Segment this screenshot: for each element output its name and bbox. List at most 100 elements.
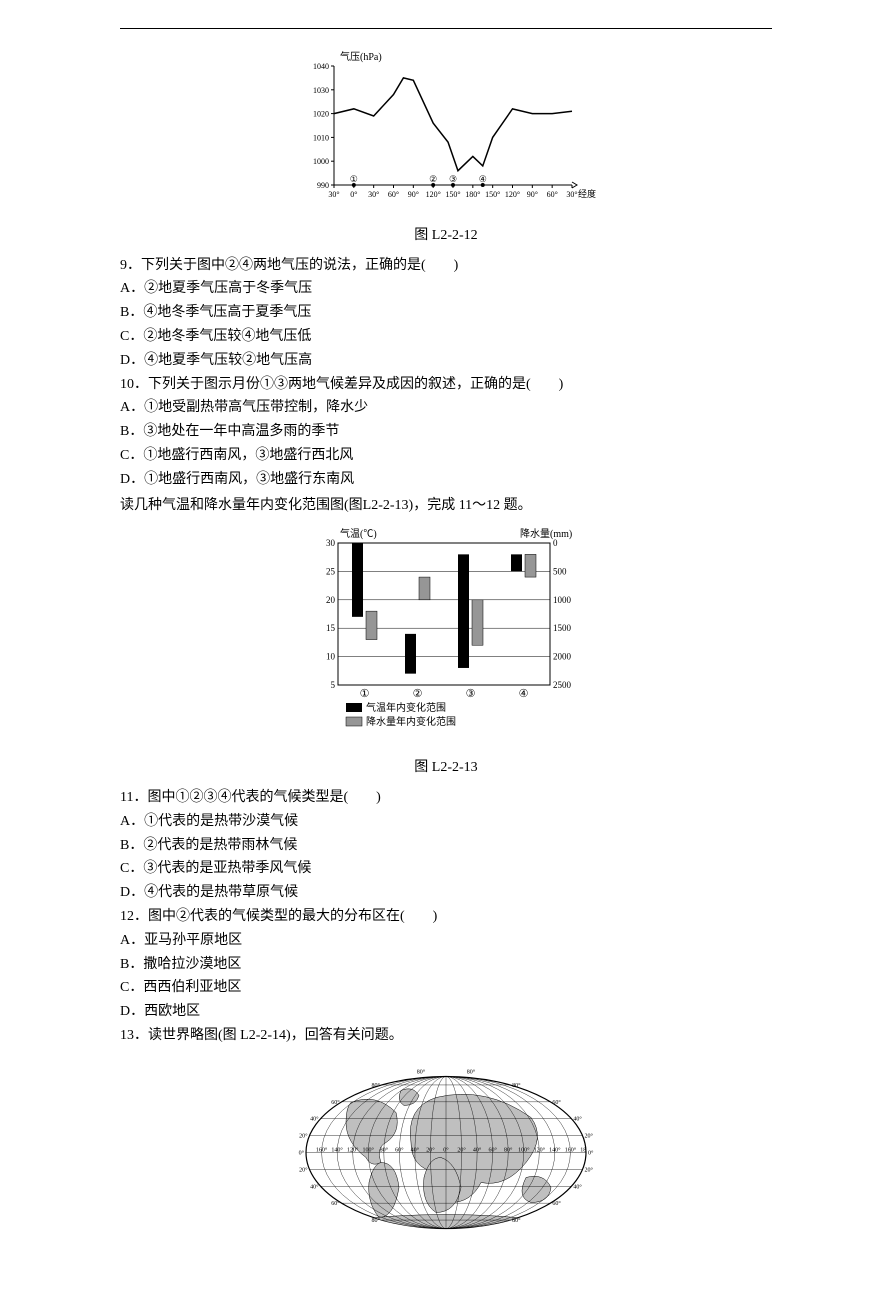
svg-text:160°: 160°: [316, 1146, 328, 1153]
svg-text:80°: 80°: [512, 1217, 521, 1224]
svg-text:60°: 60°: [552, 1200, 561, 1207]
svg-text:30°: 30°: [566, 190, 577, 199]
q10-opt-b: B．③地处在一年中高温多雨的季节: [120, 420, 772, 444]
svg-text:气压(hPa): 气压(hPa): [340, 50, 382, 63]
svg-text:1000: 1000: [313, 157, 329, 166]
climate-chart-svg: 气温(℃)降水量(mm)5250010200015150020100025500…: [306, 525, 586, 745]
q10-opt-a: A．①地受副热带高气压带控制，降水少: [120, 396, 772, 420]
svg-text:100°: 100°: [363, 1146, 375, 1153]
svg-text:④: ④: [479, 174, 487, 184]
svg-text:10: 10: [326, 652, 336, 662]
q9-stem: 9．下列关于图中②④两地气压的说法，正确的是( ): [120, 254, 772, 278]
svg-text:40°: 40°: [310, 1115, 319, 1122]
svg-text:60°: 60°: [552, 1099, 561, 1106]
q12-opt-c: C．西西伯利亚地区: [120, 976, 772, 1000]
q10-stem: 10．下列关于图示月份①③两地气候差异及成因的叙述，正确的是( ): [120, 373, 772, 397]
figure-13-caption: 图 L2-2-13: [120, 756, 772, 780]
q11-opt-d: D．④代表的是热带草原气候: [120, 881, 772, 905]
svg-text:150°: 150°: [445, 190, 460, 199]
figure-12-caption: 图 L2-2-12: [120, 224, 772, 248]
q10-opt-c: C．①地盛行西南风，③地盛行西北风: [120, 444, 772, 468]
svg-text:0°: 0°: [350, 190, 357, 199]
svg-text:1030: 1030: [313, 86, 329, 95]
q9-opt-c: C．②地冬季气压较④地气压低: [120, 325, 772, 349]
svg-text:1010: 1010: [313, 133, 329, 142]
svg-text:80°: 80°: [512, 1082, 521, 1089]
svg-text:0°: 0°: [443, 1146, 449, 1153]
climate-chart: 气温(℃)降水量(mm)5250010200015150020100025500…: [306, 525, 586, 754]
svg-text:120°: 120°: [534, 1146, 546, 1153]
svg-text:60°: 60°: [388, 190, 399, 199]
svg-text:经度: 经度: [578, 188, 596, 199]
svg-text:990: 990: [317, 181, 329, 190]
q12-opt-a: A．亚马孙平原地区: [120, 929, 772, 953]
q12-opt-d: D．西欧地区: [120, 1000, 772, 1024]
svg-text:1040: 1040: [313, 62, 329, 71]
svg-text:40°: 40°: [573, 1115, 582, 1122]
svg-text:气温(℃): 气温(℃): [340, 527, 377, 540]
svg-text:40°: 40°: [310, 1183, 319, 1190]
q9-opt-d: D．④地夏季气压较②地气压高: [120, 349, 772, 373]
svg-text:④: ④: [519, 688, 529, 700]
q9-opt-b: B．④地冬季气压高于夏季气压: [120, 301, 772, 325]
svg-text:②: ②: [429, 174, 437, 184]
q11-stem: 11．图中①②③④代表的气候类型是( ): [120, 786, 772, 810]
svg-text:30: 30: [326, 538, 336, 548]
svg-text:30°: 30°: [368, 190, 379, 199]
svg-text:1500: 1500: [553, 624, 572, 634]
q11-opt-b: B．②代表的是热带雨林气候: [120, 834, 772, 858]
svg-text:15: 15: [326, 624, 336, 634]
svg-text:80°: 80°: [417, 1068, 426, 1075]
svg-text:120°: 120°: [347, 1146, 359, 1153]
svg-text:60°: 60°: [331, 1200, 340, 1207]
svg-text:20°: 20°: [426, 1146, 435, 1153]
q12-opt-b: B．撒哈拉沙漠地区: [120, 953, 772, 977]
svg-text:③: ③: [449, 174, 457, 184]
svg-text:80°: 80°: [371, 1217, 380, 1224]
svg-text:60°: 60°: [395, 1146, 404, 1153]
svg-text:40°: 40°: [473, 1146, 482, 1153]
svg-text:40°: 40°: [411, 1146, 420, 1153]
svg-text:90°: 90°: [408, 190, 419, 199]
q13-stem: 13．读世界略图(图 L2-2-14)，回答有关问题。: [120, 1024, 772, 1048]
svg-text:80°: 80°: [380, 1146, 389, 1153]
svg-text:140°: 140°: [331, 1146, 343, 1153]
svg-text:2000: 2000: [553, 652, 572, 662]
svg-text:500: 500: [553, 567, 567, 577]
pressure-chart: 气压(hPa) 990 1000 1010 1020 1030 1040 30° 0° 30° 60…: [296, 48, 596, 222]
svg-text:80°: 80°: [504, 1146, 513, 1153]
svg-text:①: ①: [360, 688, 370, 700]
svg-text:降水量年内变化范围: 降水量年内变化范围: [366, 715, 456, 728]
svg-text:80°: 80°: [371, 1082, 380, 1089]
q11-opt-a: A．①代表的是热带沙漠气候: [120, 810, 772, 834]
svg-text:1000: 1000: [553, 595, 572, 605]
svg-text:120°: 120°: [426, 190, 441, 199]
svg-text:25: 25: [326, 567, 336, 577]
svg-text:20°: 20°: [299, 1166, 308, 1173]
svg-text:20°: 20°: [584, 1132, 593, 1139]
svg-text:0: 0: [553, 538, 558, 548]
svg-text:60°: 60°: [488, 1146, 497, 1153]
svg-text:120°: 120°: [505, 190, 520, 199]
svg-text:140°: 140°: [549, 1146, 561, 1153]
svg-text:180°: 180°: [465, 190, 480, 199]
svg-text:5: 5: [331, 680, 336, 690]
svg-text:20: 20: [326, 595, 336, 605]
svg-text:150°: 150°: [485, 190, 500, 199]
q11-opt-c: C．③代表的是亚热带季风气候: [120, 857, 772, 881]
world-map: 160°140°120°100°80°60°40°20°0°20°40°60°8…: [286, 1056, 606, 1250]
svg-text:40°: 40°: [573, 1183, 582, 1190]
q9-opt-a: A．②地夏季气压高于冬季气压: [120, 277, 772, 301]
figure-14-wrap: 160°140°120°100°80°60°40°20°0°20°40°60°8…: [120, 1056, 772, 1250]
svg-text:0°: 0°: [299, 1149, 305, 1156]
svg-text:2500: 2500: [553, 680, 572, 690]
svg-text:气温年内变化范围: 气温年内变化范围: [366, 701, 446, 714]
svg-text:1020: 1020: [313, 110, 329, 119]
svg-text:30°: 30°: [328, 190, 339, 199]
q10-opt-d: D．①地盛行西南风，③地盛行东南风: [120, 468, 772, 492]
svg-text:20°: 20°: [299, 1132, 308, 1139]
intro-11-12: 读几种气温和降水量年内变化范围图(图L2-2-13)，完成 11～12 题。: [120, 494, 772, 518]
svg-text:100°: 100°: [518, 1146, 530, 1153]
svg-text:60°: 60°: [331, 1099, 340, 1106]
figure-13-wrap: 气温(℃)降水量(mm)5250010200015150020100025500…: [120, 525, 772, 754]
